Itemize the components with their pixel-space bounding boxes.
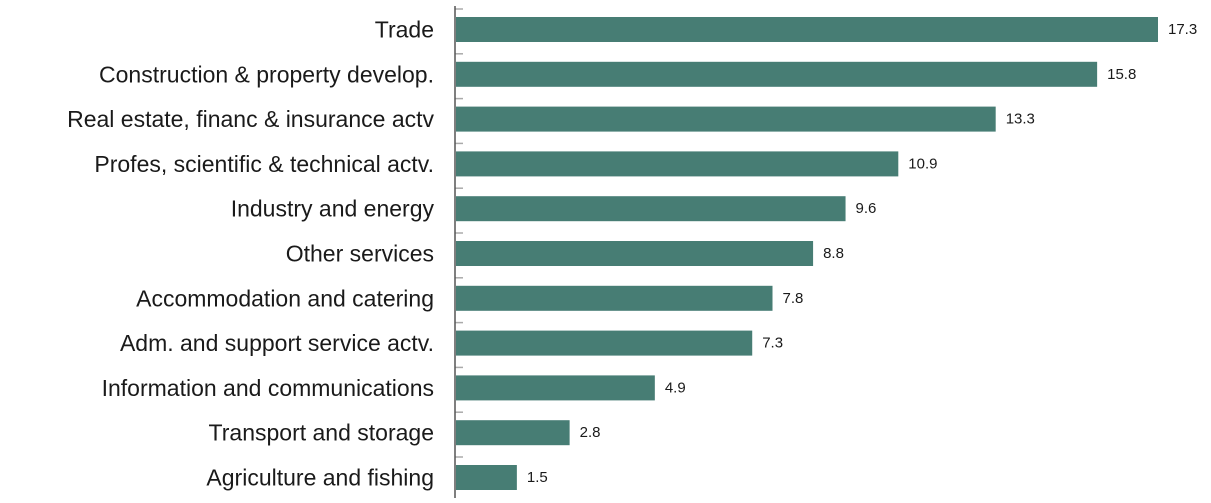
category-label: Construction & property develop. <box>99 61 434 87</box>
data-label: 9.6 <box>856 200 877 217</box>
bar <box>456 106 996 132</box>
axis-ticks <box>455 8 463 458</box>
data-label: 13.3 <box>1006 111 1035 128</box>
category-label: Industry and energy <box>231 196 435 222</box>
category-label: Real estate, financ & insurance actv <box>67 106 434 132</box>
category-label: Adm. and support service actv. <box>120 330 434 356</box>
bar <box>456 420 570 446</box>
category-label: Other services <box>286 241 434 267</box>
data-label: 8.8 <box>823 245 844 262</box>
data-label: 4.9 <box>665 379 686 396</box>
category-label: Information and communications <box>102 375 434 401</box>
bar <box>456 61 1098 87</box>
data-label: 10.9 <box>908 155 937 172</box>
category-label: Trade <box>375 17 434 43</box>
bar <box>456 465 517 490</box>
value-labels: 17.3 15.8 13.3 10.9 9.6 8.8 7.8 7.3 4.9 2.8 1.5 <box>527 21 1197 486</box>
data-label: 7.8 <box>783 290 804 307</box>
category-label: Agriculture and fishing <box>206 465 434 491</box>
data-label: 15.8 <box>1107 66 1136 83</box>
data-label: 1.5 <box>527 469 548 486</box>
category-label: Accommodation and catering <box>136 285 434 311</box>
category-labels: Trade Construction & property develop. Rea… <box>67 17 434 491</box>
bar <box>456 151 899 177</box>
data-label: 7.3 <box>762 335 783 352</box>
bar <box>456 375 655 401</box>
category-label: Transport and storage <box>209 420 434 446</box>
bar <box>456 196 846 222</box>
bar <box>456 330 753 356</box>
data-label: 17.3 <box>1168 21 1197 38</box>
bar <box>456 285 773 311</box>
bars <box>456 17 1158 490</box>
category-label: Profes, scientific & technical actv. <box>94 151 434 177</box>
bar <box>456 241 814 266</box>
bar <box>456 17 1158 42</box>
data-label: 2.8 <box>580 424 601 441</box>
